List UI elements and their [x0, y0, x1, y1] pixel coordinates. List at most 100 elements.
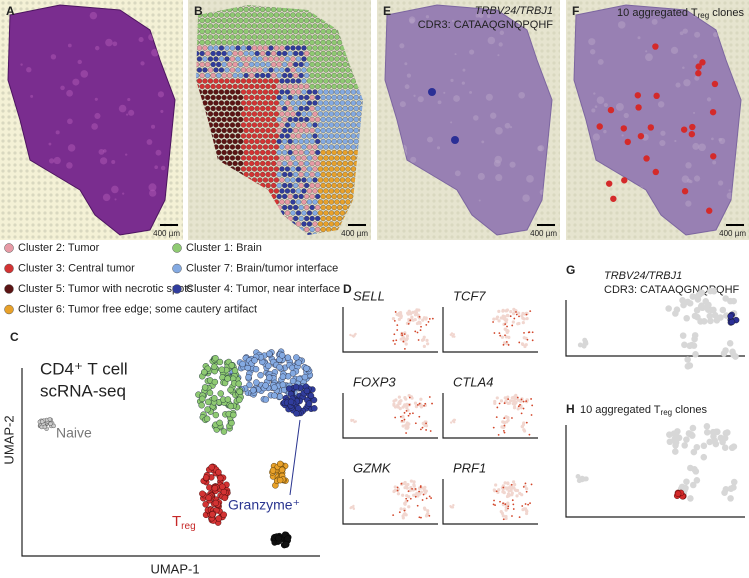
- spot: [315, 39, 321, 46]
- spot: [240, 122, 247, 128]
- texture: [477, 172, 485, 181]
- clone-spot: [624, 138, 631, 146]
- cell: [722, 295, 730, 302]
- texture: [706, 97, 712, 102]
- spot: [213, 100, 219, 106]
- cell: [285, 385, 293, 392]
- spot: [249, 138, 255, 145]
- axes: [342, 393, 438, 439]
- spot: [224, 111, 230, 117]
- cell: [209, 511, 216, 518]
- cell: [407, 505, 411, 509]
- cell: [426, 509, 430, 513]
- spot: [331, 94, 337, 101]
- expr: [511, 499, 514, 502]
- spot: [317, 89, 324, 95]
- expr: [505, 340, 508, 343]
- spot: [238, 105, 244, 112]
- cell: [354, 332, 357, 336]
- texture: [518, 91, 525, 99]
- cell: [409, 479, 413, 483]
- spot: [273, 177, 280, 183]
- spot: [254, 171, 260, 178]
- spot: [304, 94, 310, 101]
- spot: [251, 111, 258, 117]
- spot: [326, 105, 332, 112]
- cell: [730, 478, 738, 486]
- spot: [345, 199, 351, 205]
- texture: [674, 139, 677, 143]
- panel-letter: C: [10, 330, 19, 344]
- spot: [293, 215, 299, 222]
- spot: [287, 171, 293, 178]
- spot: [251, 78, 258, 84]
- expr: [516, 396, 519, 399]
- spot: [221, 50, 227, 57]
- expr: [507, 505, 510, 508]
- spot: [218, 100, 225, 106]
- expr: [431, 317, 434, 320]
- expr: [430, 497, 432, 499]
- texture: [450, 121, 453, 124]
- spot: [260, 61, 266, 68]
- tissue: [7, 4, 176, 236]
- expr: [401, 419, 403, 422]
- cell: [211, 395, 218, 402]
- cell: [525, 317, 529, 321]
- spot: [287, 160, 293, 167]
- expr: [531, 339, 534, 342]
- spot: [249, 17, 255, 24]
- spot: [268, 100, 274, 106]
- spot: [257, 111, 263, 117]
- texture: [417, 96, 424, 103]
- spot: [279, 100, 285, 106]
- cell: [216, 419, 223, 427]
- spot: [218, 111, 225, 117]
- spot: [323, 34, 329, 40]
- spot: [306, 155, 313, 161]
- cell: [684, 298, 692, 306]
- spot: [306, 67, 313, 73]
- spot: [309, 50, 315, 57]
- spot: [246, 155, 252, 161]
- spot: [342, 160, 348, 167]
- spot: [260, 127, 266, 134]
- spot: [268, 23, 274, 29]
- spot: [309, 116, 315, 123]
- cell: [710, 429, 717, 437]
- clone-spot: [681, 188, 689, 195]
- cell: [694, 296, 702, 303]
- spot: [276, 160, 282, 167]
- spot: [202, 23, 208, 29]
- cell: [505, 318, 509, 322]
- spot: [326, 149, 332, 156]
- spot: [279, 199, 285, 205]
- legend-label: Cluster 4: Tumor, near interface: [186, 283, 340, 295]
- texture: [122, 192, 125, 195]
- spot: [243, 149, 249, 156]
- cell: [501, 487, 505, 491]
- spot: [293, 17, 299, 24]
- cell: [246, 381, 253, 389]
- cell: [700, 453, 708, 461]
- spot: [317, 23, 324, 29]
- cell: [303, 387, 311, 395]
- expr: [420, 325, 422, 328]
- expr: [429, 430, 432, 432]
- spot: [337, 61, 343, 68]
- cell: [424, 514, 429, 518]
- cell: [423, 485, 427, 489]
- cell: [505, 308, 510, 312]
- spot: [276, 193, 282, 200]
- cell: [423, 423, 427, 428]
- cell: [405, 406, 409, 410]
- spot: [331, 138, 337, 145]
- spot: [282, 17, 288, 24]
- texture: [487, 36, 496, 45]
- spot: [279, 155, 285, 161]
- spot: [301, 177, 307, 183]
- spot: [205, 72, 211, 79]
- spot: [249, 83, 255, 90]
- cell: [224, 375, 231, 382]
- spot: [268, 177, 274, 183]
